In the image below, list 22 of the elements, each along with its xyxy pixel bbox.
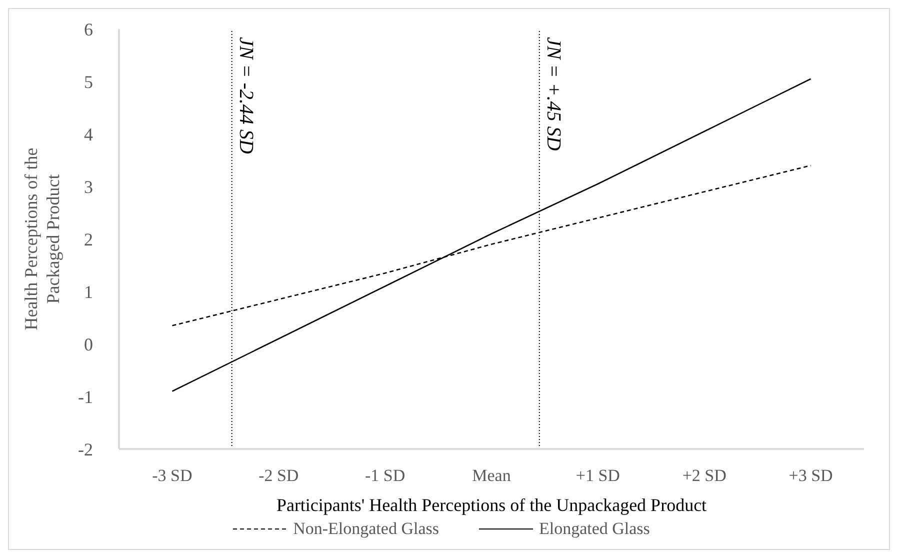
y-tick-label: 6 <box>84 19 93 40</box>
y-tick-label: 0 <box>84 334 93 354</box>
y-tick-label: 3 <box>84 176 93 197</box>
y-tick-label: 4 <box>84 124 93 144</box>
legend-label: Elongated Glass <box>538 519 650 539</box>
x-tick-label: -1 SD <box>364 466 406 486</box>
x-tick-label: -3 SD <box>152 466 192 486</box>
x-tick-label: +3 SD <box>788 466 833 486</box>
ref-line-label: JN = -2.44 SD <box>234 37 257 154</box>
x-tick-label: Mean <box>472 466 512 486</box>
legend-label: Non-Elongated Glass <box>292 519 439 539</box>
y-tick-label: 2 <box>84 229 93 250</box>
x-axis-title: Participants' Health Perceptions of the Unpackaged Product <box>276 495 707 515</box>
y-tick-label: 5 <box>84 72 93 92</box>
y-axis-title: Health Perceptions of the Packaged Product <box>21 148 63 330</box>
x-tick-label: +1 SD <box>576 466 620 486</box>
ref-line-label: JN = +.45 SD <box>542 37 564 152</box>
y-tick-label: -1 <box>78 386 93 407</box>
y-tick-label: 1 <box>84 282 93 302</box>
y-tick-label: -2 <box>78 439 93 460</box>
x-tick-label: +2 SD <box>682 466 726 486</box>
x-tick-label: -2 SD <box>258 466 299 486</box>
